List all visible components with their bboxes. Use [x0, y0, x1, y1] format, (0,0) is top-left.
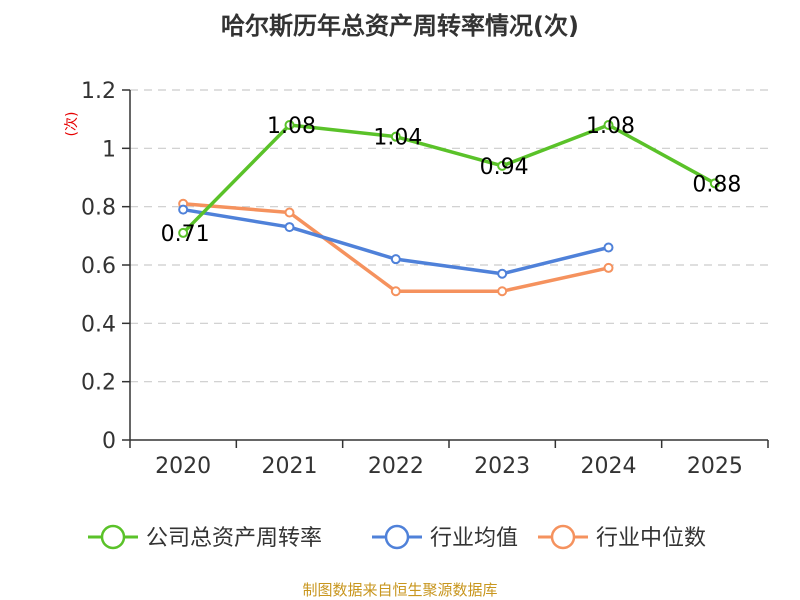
y-tick-label: 1.2	[81, 79, 116, 104]
y-tick-label: 0.6	[81, 254, 116, 279]
series-line-2	[183, 202, 609, 293]
series-point	[284, 222, 295, 233]
x-tick-label: 2021	[262, 454, 318, 479]
y-axis-label: (次)	[64, 112, 80, 137]
series-point	[603, 262, 614, 273]
legend-swatch-marker	[100, 524, 126, 550]
legend-label: 行业中位数	[596, 526, 706, 551]
series-point	[497, 160, 508, 171]
x-tick-label: 2022	[368, 454, 424, 479]
data-labels: 0.71 1.08 1.04 0.94 1.08 0.88	[161, 114, 742, 247]
y-tick-label: 0.4	[81, 312, 116, 337]
gridlines	[130, 89, 768, 383]
data-label: 0.88	[692, 172, 741, 197]
series-point	[709, 178, 720, 189]
y-tick-label: 0.2	[81, 371, 116, 396]
series-lines	[178, 120, 720, 297]
axes	[122, 89, 769, 448]
series-point	[603, 120, 614, 130]
series-point	[390, 254, 401, 265]
source-note: 制图数据来自恒生聚源数据库	[302, 581, 497, 599]
legend-swatch-marker	[384, 524, 410, 550]
y-tick-label: 0	[102, 429, 116, 454]
x-tick-label: 2025	[687, 454, 743, 479]
series-line-0	[181, 123, 716, 235]
x-tick-label: 2024	[581, 454, 637, 479]
legend-label: 行业均值	[430, 526, 518, 551]
legend-swatch-marker	[550, 524, 576, 550]
legend: 公司总资产周转率 行业均值 行业中位数	[88, 524, 706, 551]
x-tick-label: 2023	[474, 454, 530, 479]
series-point	[390, 131, 401, 142]
series-point	[497, 286, 508, 297]
data-label: 1.04	[373, 126, 422, 151]
data-label: 0.94	[480, 155, 529, 180]
y-tick-labels: 0 0.2 0.4 0.6 0.8 1 1.2	[81, 79, 116, 454]
series-point	[603, 242, 614, 253]
series-point	[284, 207, 295, 218]
data-label: 1.08	[267, 114, 316, 139]
x-tick-labels: 2020 2021 2022 2023 2024 2025	[155, 454, 743, 479]
legend-label: 公司总资产周转率	[146, 526, 322, 551]
series-point	[178, 204, 189, 215]
series-point	[178, 227, 189, 238]
series-point	[390, 286, 401, 297]
series-point	[284, 120, 295, 130]
chart-title: 哈尔斯历年总资产周转率情况(次)	[221, 12, 579, 40]
y-tick-label: 1	[102, 137, 116, 162]
data-label: 1.08	[586, 114, 635, 139]
x-tick-label: 2020	[155, 454, 211, 479]
y-tick-label: 0.8	[81, 196, 116, 221]
series-point	[497, 268, 508, 279]
data-label: 0.71	[161, 222, 210, 247]
